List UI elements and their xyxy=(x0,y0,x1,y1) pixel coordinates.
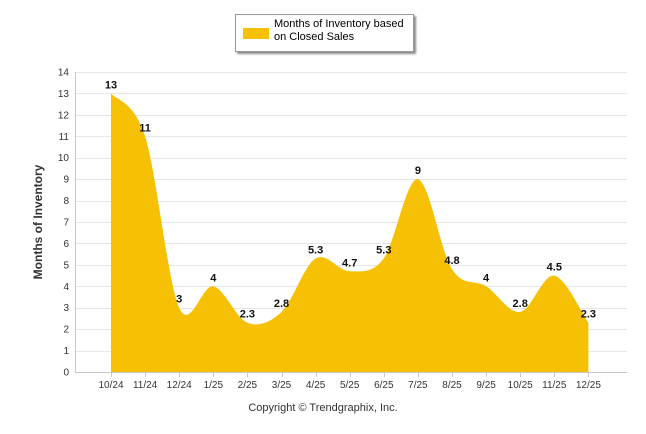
data-label: 4.5 xyxy=(547,262,562,274)
x-tick-label: 5/25 xyxy=(340,380,360,391)
area-series xyxy=(111,93,589,372)
legend-swatch xyxy=(243,28,269,39)
x-tick-label: 12/25 xyxy=(576,380,601,391)
x-tick-label: 7/25 xyxy=(408,380,428,391)
data-label: 13 xyxy=(105,79,117,91)
x-tick-label: 4/25 xyxy=(306,380,326,391)
data-label: 4.7 xyxy=(342,257,357,269)
y-tick-label: 4 xyxy=(63,282,69,293)
data-label: 4.8 xyxy=(444,255,459,267)
x-tick-label: 2/25 xyxy=(238,380,258,391)
data-label: 9 xyxy=(415,165,421,177)
x-tick-label: 9/25 xyxy=(476,380,496,391)
y-tick-label: 1 xyxy=(63,346,69,357)
y-tick-label: 0 xyxy=(63,368,69,379)
data-label: 5.3 xyxy=(308,244,323,256)
x-tick-label: 11/24 xyxy=(133,380,158,391)
x-tick-label: 10/25 xyxy=(508,380,533,391)
data-labels: 13 11 3 4 2.3 2.8 5.3 4.7 5.3 9 4.8 4 2.8 4.5 2.3 xyxy=(105,79,596,320)
y-axis-title: Months of Inventory xyxy=(31,164,45,280)
data-label: 2.3 xyxy=(240,309,255,321)
y-tick-label: 3 xyxy=(63,303,69,314)
x-tick-label: 11/25 xyxy=(542,380,567,391)
x-axis: 10/24 11/24 12/24 1/25 2/25 3/25 4/25 5/25 6/25 7… xyxy=(75,372,627,391)
y-tick-label: 14 xyxy=(58,68,70,79)
data-label: 2.8 xyxy=(513,298,528,310)
legend: Months of Inventory based on Closed Sale… xyxy=(235,14,414,52)
y-tick-label: 11 xyxy=(59,132,70,143)
legend-label: Months of Inventory based on Closed Sale… xyxy=(274,18,404,43)
y-tick-label: 7 xyxy=(63,218,69,229)
data-label: 3 xyxy=(176,294,182,306)
y-tick-label: 13 xyxy=(58,89,70,100)
y-tick-label: 6 xyxy=(63,239,69,250)
x-tick-label: 10/24 xyxy=(98,380,123,391)
data-label: 11 xyxy=(139,122,151,134)
y-tick-label: 10 xyxy=(58,153,70,164)
data-label: 2.3 xyxy=(581,309,596,321)
data-label: 2.8 xyxy=(274,298,289,310)
x-tick-label: 8/25 xyxy=(442,380,462,391)
y-tick-label: 5 xyxy=(63,260,69,271)
y-tick-label: 8 xyxy=(63,196,69,207)
data-label: 5.3 xyxy=(376,244,391,256)
y-tick-label: 2 xyxy=(63,325,69,336)
x-tick-label: 6/25 xyxy=(374,380,394,391)
y-tick-label: 12 xyxy=(58,110,70,121)
copyright-text: Copyright © Trendgraphix, Inc. xyxy=(248,402,398,414)
x-tick-label: 12/24 xyxy=(167,380,192,391)
data-label: 4 xyxy=(483,272,490,284)
data-label: 4 xyxy=(210,272,217,284)
x-tick-label: 1/25 xyxy=(204,380,224,391)
x-tick-label: 3/25 xyxy=(272,380,292,391)
y-tick-label: 9 xyxy=(63,175,69,186)
